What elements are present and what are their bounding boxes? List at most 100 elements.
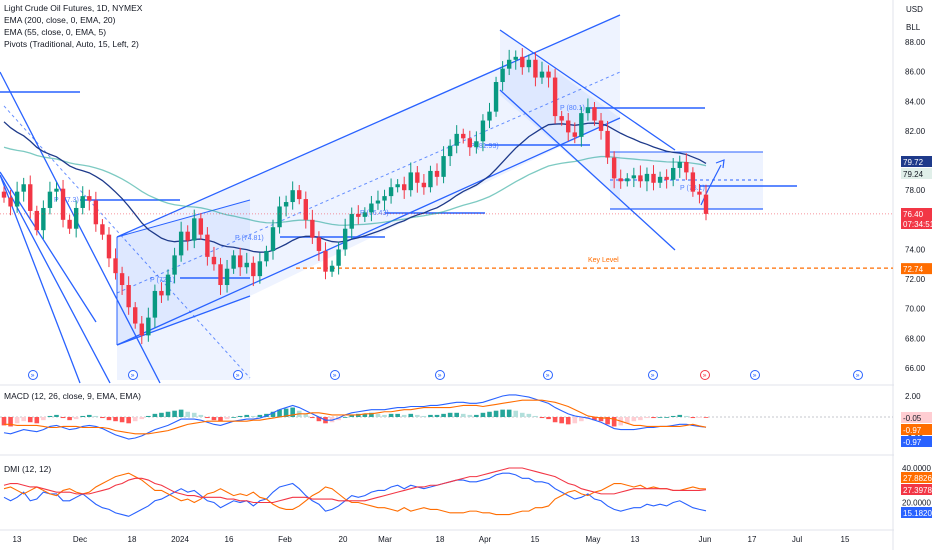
economic-event-icon[interactable]: »: [330, 370, 340, 380]
event-circle: [543, 370, 553, 380]
macd-histogram-bar: [257, 414, 263, 417]
macd-legend[interactable]: MACD (12, 26, close, 9, EMA, EMA): [4, 390, 141, 402]
candle-body: [552, 77, 558, 117]
macd-histogram-bar: [283, 408, 289, 417]
ema200-legend[interactable]: EMA (200, close, 0, EMA, 20): [4, 15, 116, 25]
macd-histogram-bar: [244, 414, 250, 417]
macd-histogram-bar: [205, 417, 210, 419]
economic-event-icon[interactable]: »: [28, 370, 38, 380]
candle-body: [644, 173, 650, 182]
macd-histogram-bar: [303, 413, 309, 417]
candle-body: [447, 145, 453, 157]
price-tick: 68.00: [905, 334, 926, 343]
macd-histogram-bar: [395, 413, 400, 417]
candle-body: [336, 249, 341, 266]
candle-body: [408, 172, 413, 191]
candle-body: [283, 202, 289, 207]
macd-histogram-bar: [211, 417, 217, 421]
time-tick: 16: [225, 535, 234, 544]
economic-event-icon[interactable]: »: [853, 370, 863, 380]
candle-body: [185, 231, 190, 241]
dmi-legend[interactable]: DMI (12, 12): [4, 463, 51, 475]
candle-body: [178, 231, 184, 256]
axes: 88.0086.0084.0082.0080.0078.0076.0074.00…: [13, 0, 932, 550]
macd-histogram-bar: [657, 417, 663, 418]
macd-histogram-bar: [690, 417, 696, 419]
pivots-legend[interactable]: Pivots (Traditional, Auto, 15, Left, 2): [4, 39, 139, 49]
event-glyph: »: [333, 372, 337, 380]
candle-body: [41, 207, 46, 231]
candle-body: [513, 56, 518, 60]
macd-histogram-bar: [152, 413, 158, 417]
macd-histogram-bar: [408, 413, 414, 417]
economic-event-icon[interactable]: »: [543, 370, 553, 380]
candle-body: [356, 213, 361, 217]
candle-body: [592, 107, 597, 121]
macd-histogram-bar: [126, 417, 131, 424]
candle-body: [657, 176, 663, 183]
macd-histogram-bar: [703, 417, 709, 418]
ema55-legend[interactable]: EMA (55, close, 0, EMA, 5): [4, 27, 107, 37]
candle-body: [21, 184, 26, 192]
event-glyph: »: [31, 372, 35, 380]
economic-event-icon[interactable]: »: [435, 370, 445, 380]
macd-histogram-bar: [401, 414, 407, 417]
candle-body: [67, 219, 72, 229]
candle-body: [605, 130, 610, 158]
candle-body: [611, 157, 617, 179]
macd-histogram-bar: [382, 414, 387, 417]
macd-histogram-bar: [362, 413, 368, 417]
candle-body: [487, 111, 492, 121]
macd-histogram-bar: [67, 417, 72, 421]
event-glyph: »: [753, 372, 757, 380]
rising-channel-lower: [116, 117, 621, 346]
economic-event-icon[interactable]: »: [648, 370, 658, 380]
event-circle: [435, 370, 445, 380]
price-tick: 70.00: [905, 305, 926, 314]
candle-body: [625, 178, 630, 182]
time-tick: Dec: [73, 535, 87, 544]
macd-histogram-bar: [493, 410, 499, 417]
price-tick: 66.00: [905, 364, 926, 373]
time-tick: 15: [841, 535, 850, 544]
economic-event-icon[interactable]: »: [700, 370, 710, 380]
key-level-tag: 72.74: [901, 263, 932, 275]
candle-body: [428, 170, 433, 188]
candle-body: [93, 200, 99, 225]
macd-histogram-bar: [349, 414, 355, 417]
macd-histogram-bar: [598, 417, 604, 422]
economic-event-icon[interactable]: »: [128, 370, 138, 380]
candle-body: [270, 227, 276, 251]
dmi-title: DMI (12, 12): [4, 464, 52, 474]
candle-body: [277, 206, 282, 228]
candle-body: [526, 59, 532, 68]
candle-body: [8, 197, 13, 207]
macd-histogram-bar: [697, 417, 702, 418]
ema55-price-tag: 79.24: [901, 168, 932, 179]
macd-histogram-bar: [60, 417, 66, 419]
time-tick: 2024: [171, 535, 189, 544]
candle-body: [133, 307, 138, 324]
drawings[interactable]: Key Level P (77.3) P (72.1) P (74.81) P (76.…: [0, 14, 893, 384]
candle-body: [480, 120, 486, 142]
candle-body: [618, 178, 623, 182]
candle-body: [631, 175, 637, 179]
candle-body: [474, 141, 479, 148]
macd-histogram-bar: [539, 417, 545, 419]
economic-event-icon[interactable]: »: [750, 370, 760, 380]
candle-body: [303, 199, 308, 220]
candle-body: [441, 156, 446, 177]
symbol-title[interactable]: Light Crude Oil Futures, 1D, NYMEX: [4, 3, 143, 13]
macd-signal-tag: -0.97: [901, 424, 932, 435]
candle-body: [231, 255, 236, 269]
macd-histogram-bar: [415, 414, 420, 417]
ema55-price-tag-text: 79.24: [903, 170, 924, 179]
macd-histogram-bar: [506, 409, 512, 417]
macd-histogram-bar: [165, 411, 171, 417]
macd-histogram-bar: [132, 417, 138, 422]
macd-histogram-bar: [533, 415, 538, 417]
economic-event-icon[interactable]: »: [233, 370, 243, 380]
candle-body: [310, 219, 315, 238]
